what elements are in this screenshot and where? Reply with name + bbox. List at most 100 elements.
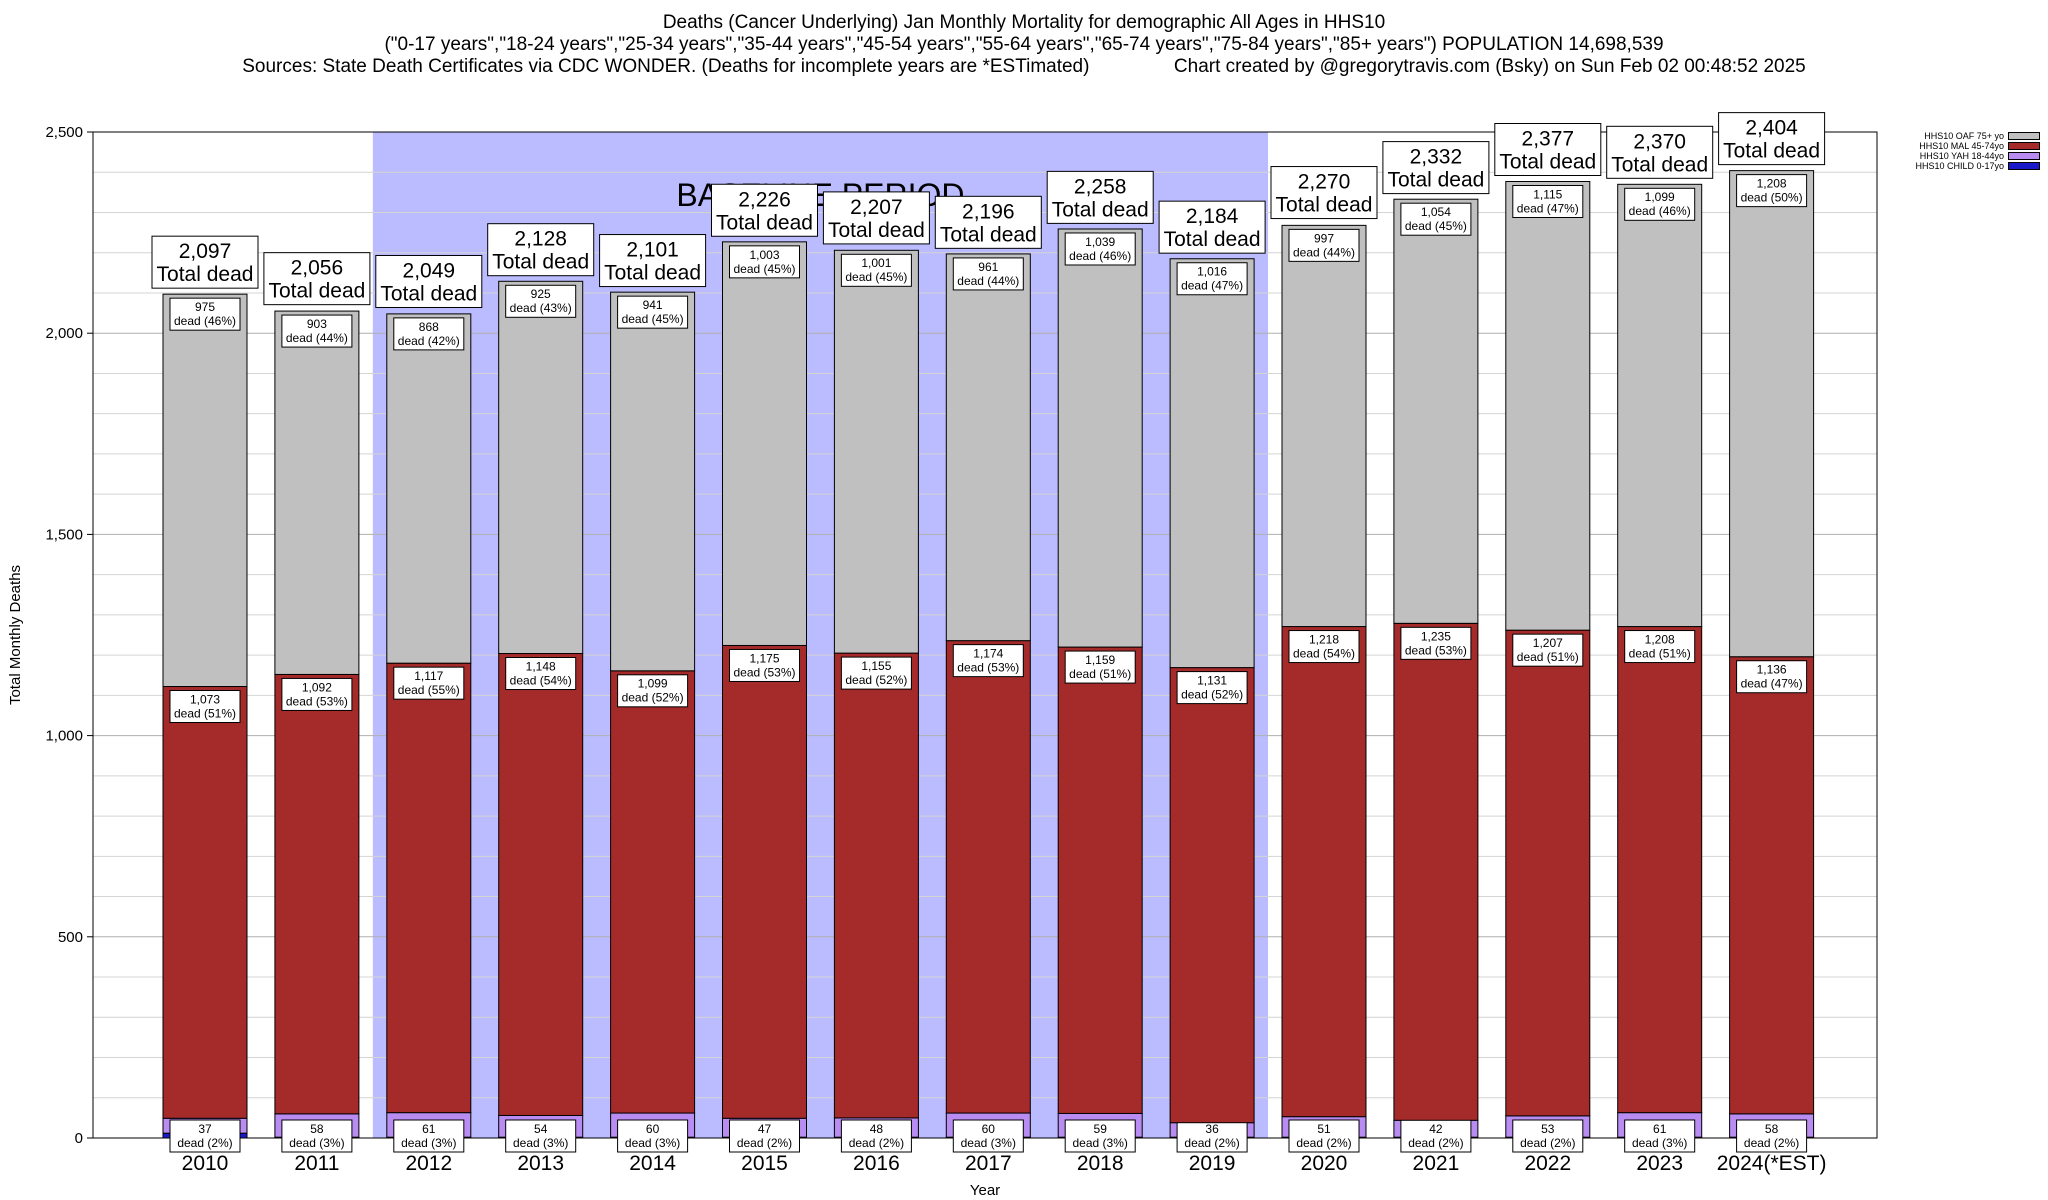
data-label-yah-box [1176, 1119, 1248, 1153]
total-label-value: 2,049 [403, 259, 456, 282]
legend-swatch-oaf [2008, 132, 2040, 140]
data-label-mal-box [840, 656, 912, 690]
x-tick-label: 2010 [182, 1152, 229, 1175]
data-label-yah: dead (2%) [1408, 1136, 1463, 1150]
data-label-oaf: 1,115 [1533, 187, 1562, 201]
data-label-oaf: 1,054 [1421, 205, 1451, 219]
legend-swatch-yah [2008, 152, 2040, 160]
data-label-mal: dead (53%) [733, 665, 795, 679]
total-label-value: 2,101 [626, 239, 679, 262]
bar-segment-mal [1169, 667, 1255, 1124]
bar-segment-mal [1729, 656, 1815, 1115]
data-label-oaf: dead (47%) [1181, 279, 1243, 293]
data-label-mal: 1,174 [973, 647, 1003, 661]
data-label-yah-box [729, 1119, 800, 1153]
total-label-box [822, 191, 930, 245]
data-label-yah: dead (3%) [1073, 1136, 1128, 1150]
x-tick-label: 2020 [1301, 1152, 1348, 1175]
data-label-yah-box [1288, 1119, 1360, 1153]
bar-segment-mal [1617, 626, 1703, 1114]
total-label-box [1382, 141, 1490, 195]
bar-segment-mal [498, 653, 584, 1116]
legend-item-oaf: HHS10 OAF 75+ yo [1915, 131, 2040, 141]
data-label-oaf: 997 [1314, 231, 1334, 245]
data-label-yah: dead (3%) [1632, 1136, 1687, 1150]
y-tick-label: 500 [58, 929, 83, 946]
data-label-mal-box [729, 648, 800, 682]
data-label-oaf-box [505, 284, 577, 318]
data-label-oaf-box [281, 314, 353, 348]
data-label-mal: 1,148 [526, 659, 556, 673]
legend-label-child: HHS10 CHILD 0-17yo [1915, 161, 2004, 171]
legend-swatch-child [2008, 162, 2040, 170]
x-tick-label: 2012 [405, 1152, 452, 1175]
data-label-mal-box [1624, 630, 1696, 664]
bar-segment-mal [945, 640, 1031, 1114]
data-label-oaf: 1,016 [1197, 265, 1227, 279]
bar-segment-oaf [274, 310, 360, 675]
bar-segment-mal [274, 673, 360, 1115]
title-line-3: Sources: State Death Certificates via CD… [242, 56, 1806, 77]
data-label-yah-box [1064, 1119, 1136, 1153]
data-label-yah: 42 [1429, 1122, 1443, 1136]
data-label-oaf-box [952, 257, 1024, 291]
data-label-yah: 61 [1653, 1122, 1667, 1136]
data-label-yah-box [1400, 1119, 1472, 1153]
data-label-yah-box [1736, 1119, 1808, 1153]
data-label-mal: 1,073 [190, 692, 220, 706]
data-label-mal: 1,175 [749, 651, 779, 665]
total-label-suffix: Total dead [1164, 228, 1261, 251]
legend-item-yah: HHS10 YAH 18-44yo [1915, 151, 2040, 161]
bar-segment-oaf [162, 293, 248, 688]
data-label-mal: 1,117 [414, 669, 443, 683]
data-label-oaf-box [840, 253, 912, 287]
data-label-yah: 59 [1094, 1122, 1108, 1136]
data-label-yah: 60 [982, 1122, 996, 1136]
total-label-value: 2,332 [1410, 146, 1463, 169]
total-label-suffix: Total dead [1052, 198, 1149, 221]
total-label-suffix: Total dead [828, 219, 925, 242]
data-label-oaf: 941 [643, 298, 663, 312]
bar-segment-oaf [1617, 183, 1703, 628]
data-label-mal-box [1176, 671, 1248, 705]
data-label-mal-box [169, 690, 241, 724]
data-label-mal-box [1400, 626, 1472, 660]
x-tick-label: 2013 [517, 1152, 564, 1175]
bar-segment-mal [1505, 629, 1591, 1117]
data-label-mal: dead (52%) [845, 673, 907, 687]
data-label-oaf: dead (46%) [1629, 204, 1691, 218]
data-label-mal: 1,235 [1421, 629, 1451, 643]
bar-segment-mal [833, 652, 919, 1119]
data-label-oaf: 975 [195, 300, 215, 314]
data-label-yah-box [1624, 1119, 1696, 1153]
total-label-suffix: Total dead [1387, 169, 1484, 192]
total-label-value: 2,097 [179, 240, 232, 263]
y-tick-label: 1,500 [45, 526, 83, 543]
total-label-suffix: Total dead [604, 262, 701, 285]
total-label-suffix: Total dead [1276, 194, 1373, 217]
data-label-mal: dead (52%) [1181, 688, 1243, 702]
data-label-oaf: dead (44%) [957, 274, 1019, 288]
y-tick-label: 0 [75, 1130, 83, 1147]
total-label-value: 2,258 [1074, 175, 1127, 198]
data-label-oaf-box [1176, 262, 1248, 296]
data-label-oaf: dead (45%) [845, 270, 907, 284]
total-label-value: 2,404 [1745, 117, 1798, 140]
data-label-yah-box [1512, 1119, 1584, 1153]
data-label-oaf-box [1736, 174, 1808, 208]
total-label-box [1606, 125, 1714, 179]
bar-segment-oaf [945, 253, 1031, 642]
y-tick-label: 2,000 [45, 325, 83, 342]
data-label-yah: dead (2%) [1184, 1136, 1239, 1150]
bar-segment-mal [1057, 646, 1143, 1114]
data-label-yah: 47 [758, 1122, 772, 1136]
x-tick-label: 2018 [1077, 1152, 1124, 1175]
bar-segment-oaf [610, 291, 696, 672]
data-label-mal: dead (51%) [174, 706, 236, 720]
total-label-value: 2,207 [850, 196, 903, 219]
x-tick-label: 2022 [1524, 1152, 1571, 1175]
data-label-oaf: dead (43%) [510, 301, 572, 315]
total-label-box [1494, 122, 1602, 176]
data-label-yah: dead (3%) [289, 1136, 344, 1150]
data-label-yah: 36 [1205, 1122, 1219, 1136]
